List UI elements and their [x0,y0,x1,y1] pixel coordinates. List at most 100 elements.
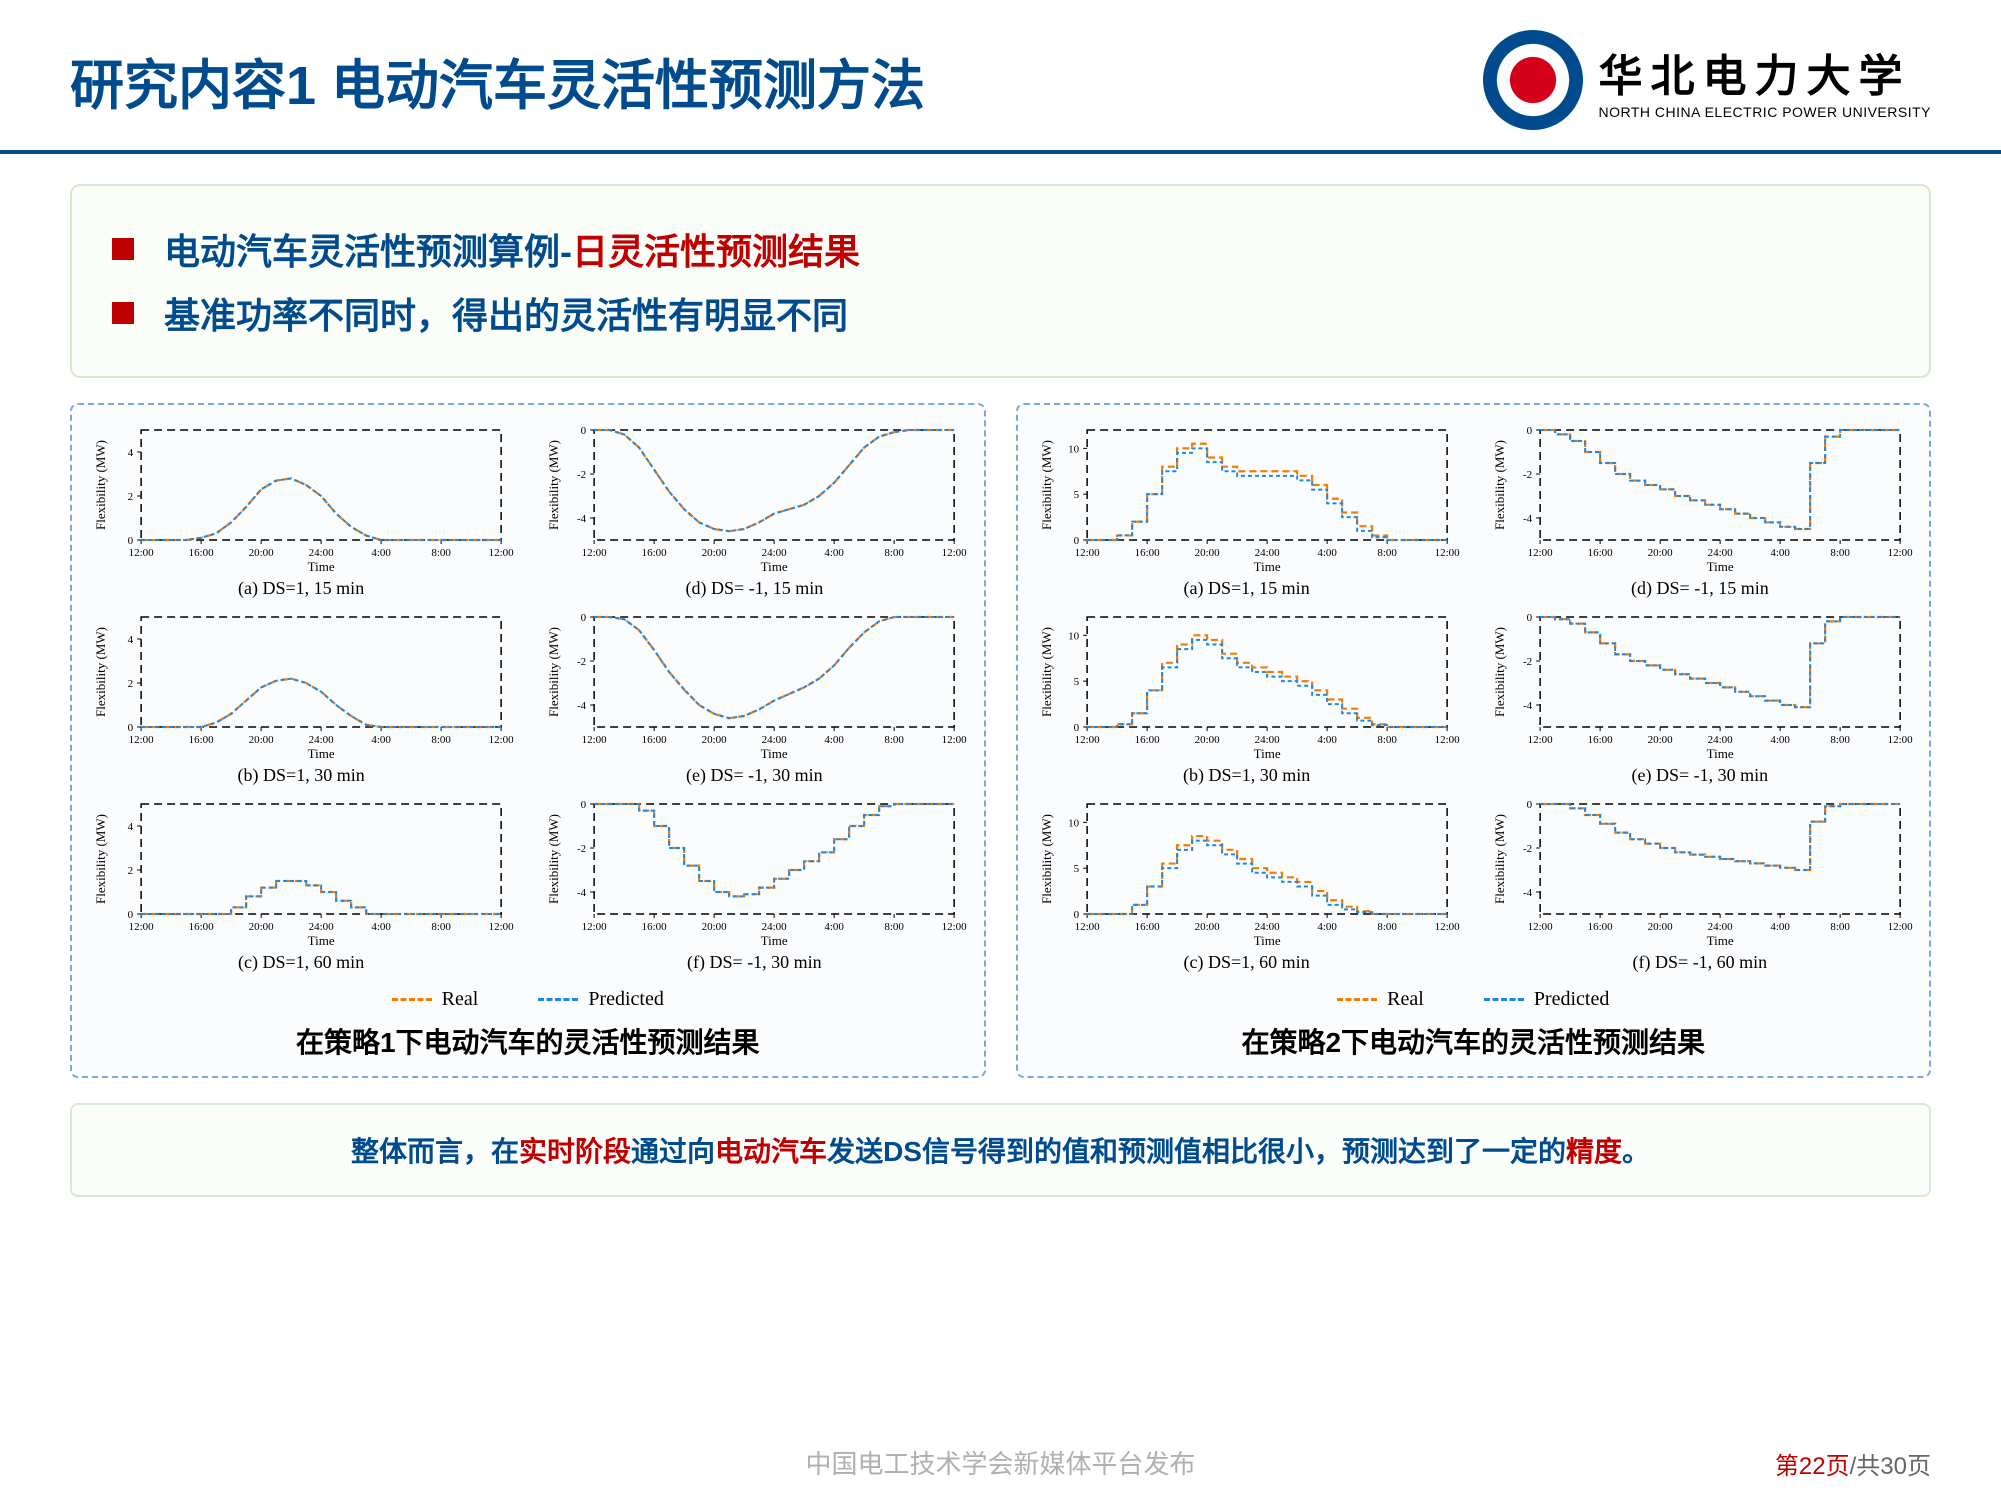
svg-text:Time: Time [308,933,335,948]
subplot-caption: (e) DS= -1, 30 min [535,765,973,786]
svg-text:-2: -2 [1523,843,1532,855]
svg-text:0: 0 [128,535,134,547]
svg-text:12:00: 12:00 [582,921,608,933]
svg-text:0: 0 [128,722,134,734]
subplot: 12:0016:0020:0024:004:008:0012:000-2-4 T… [535,420,973,599]
subplot-chart: 12:0016:0020:0024:004:008:0012:000-2-4 T… [535,420,973,575]
bullet-1: 电动汽车灵活性预测算例-日灵活性预测结果 [164,223,860,275]
watermark: 中国电工技术学会新媒体平台发布 [805,1444,1195,1481]
subplot: 12:0016:0020:0024:004:008:0012:000-2-4 T… [535,794,973,973]
svg-text:Flexibility (MW): Flexibility (MW) [1492,627,1507,717]
svg-text:2: 2 [128,491,134,503]
university-logo-icon [1483,30,1583,130]
svg-text:-4: -4 [577,887,587,899]
svg-text:12:00: 12:00 [1527,921,1553,933]
svg-text:-2: -2 [577,843,586,855]
svg-text:12:00: 12:00 [1887,547,1913,559]
divider [0,150,2001,154]
svg-text:Flexibility (MW): Flexibility (MW) [1039,440,1054,530]
svg-text:24:00: 24:00 [762,734,788,746]
svg-text:12:00: 12:00 [489,921,515,933]
svg-text:Flexibility (MW): Flexibility (MW) [1492,440,1507,530]
svg-text:Flexibility (MW): Flexibility (MW) [546,627,561,717]
subplot-caption: (a) DS=1, 15 min [1028,578,1466,599]
svg-text:5: 5 [1073,863,1079,875]
svg-text:8:00: 8:00 [1830,547,1850,559]
subplot-caption: (b) DS=1, 30 min [82,765,520,786]
chart-panel-right: 12:0016:0020:0024:004:008:0012:000510 Ti… [1016,403,1932,1078]
subplot: 12:0016:0020:0024:004:008:0012:000510 Ti… [1028,794,1466,973]
svg-text:-2: -2 [577,469,586,481]
svg-text:12:00: 12:00 [1434,547,1460,559]
svg-text:12:00: 12:00 [1074,734,1100,746]
svg-text:-2: -2 [1523,469,1532,481]
svg-text:-4: -4 [1523,887,1533,899]
subplot-caption: (d) DS= -1, 15 min [1481,578,1919,599]
subplot-caption: (d) DS= -1, 15 min [535,578,973,599]
legend: Real Predicted [1028,988,1920,1011]
svg-text:8:00: 8:00 [885,547,905,559]
svg-text:0: 0 [1073,535,1079,547]
svg-text:4:00: 4:00 [1770,921,1790,933]
svg-text:12:00: 12:00 [942,734,968,746]
svg-text:20:00: 20:00 [1647,734,1673,746]
svg-text:16:00: 16:00 [189,547,215,559]
svg-text:-4: -4 [577,513,587,525]
svg-text:-4: -4 [577,700,587,712]
svg-text:4:00: 4:00 [825,734,845,746]
logo-area: 华北电力大学 NORTH CHINA ELECTRIC POWER UNIVER… [1483,30,1931,130]
svg-text:16:00: 16:00 [642,547,668,559]
svg-text:0: 0 [581,799,587,811]
svg-text:0: 0 [128,909,134,921]
svg-text:Flexibility (MW): Flexibility (MW) [1039,627,1054,717]
svg-text:12:00: 12:00 [1527,734,1553,746]
svg-text:2: 2 [128,865,134,877]
subplot-caption: (a) DS=1, 15 min [82,578,520,599]
svg-text:Flexibility (MW): Flexibility (MW) [93,440,108,530]
subplot: 12:0016:0020:0024:004:008:0012:000-2-4 T… [1481,607,1919,786]
svg-text:20:00: 20:00 [1194,921,1220,933]
subplot-chart: 12:0016:0020:0024:004:008:0012:000510 Ti… [1028,420,1466,575]
svg-text:20:00: 20:00 [249,547,275,559]
subplot-chart: 12:0016:0020:0024:004:008:0012:000-2-4 T… [1481,794,1919,949]
svg-text:Flexibility (MW): Flexibility (MW) [93,814,108,904]
svg-text:5: 5 [1073,489,1079,501]
svg-text:24:00: 24:00 [309,734,335,746]
subplot-caption: (e) DS= -1, 30 min [1481,765,1919,786]
svg-text:24:00: 24:00 [309,547,335,559]
svg-text:20:00: 20:00 [1647,921,1673,933]
svg-text:Flexibility (MW): Flexibility (MW) [546,814,561,904]
svg-text:24:00: 24:00 [1254,921,1280,933]
svg-text:12:00: 12:00 [1887,734,1913,746]
svg-text:8:00: 8:00 [885,734,905,746]
svg-text:Flexibility (MW): Flexibility (MW) [546,440,561,530]
subplot-caption: (f) DS= -1, 60 min [1481,952,1919,973]
svg-text:Flexibility (MW): Flexibility (MW) [93,627,108,717]
svg-text:Time: Time [1253,559,1280,574]
bullet-2: 基准功率不同时，得出的灵活性有明显不同 [164,287,848,339]
svg-text:4:00: 4:00 [371,547,391,559]
conclusion: 整体而言，在实时阶段通过向电动汽车发送DS信号得到的值和预测值相比很小，预测达到… [70,1103,1931,1197]
subplot: 12:0016:0020:0024:004:008:0012:00024 Tim… [82,607,520,786]
subplot-caption: (b) DS=1, 30 min [1028,765,1466,786]
svg-text:24:00: 24:00 [1707,734,1733,746]
svg-text:24:00: 24:00 [309,921,335,933]
subplot-caption: (f) DS= -1, 30 min [535,952,973,973]
svg-text:Time: Time [761,746,788,761]
svg-text:0: 0 [1526,799,1532,811]
svg-text:20:00: 20:00 [249,734,275,746]
svg-text:5: 5 [1073,676,1079,688]
subplot-chart: 12:0016:0020:0024:004:008:0012:00024 Tim… [82,607,520,762]
svg-text:10: 10 [1068,443,1080,455]
svg-text:8:00: 8:00 [431,921,451,933]
svg-text:Time: Time [308,746,335,761]
svg-text:12:00: 12:00 [1434,734,1460,746]
svg-text:24:00: 24:00 [1254,734,1280,746]
svg-text:-4: -4 [1523,700,1533,712]
subplot: 12:0016:0020:0024:004:008:0012:000-2-4 T… [1481,420,1919,599]
subplot-chart: 12:0016:0020:0024:004:008:0012:00024 Tim… [82,420,520,575]
svg-text:12:00: 12:00 [942,547,968,559]
subplot: 12:0016:0020:0024:004:008:0012:00024 Tim… [82,794,520,973]
svg-text:24:00: 24:00 [762,547,788,559]
svg-text:10: 10 [1068,630,1080,642]
